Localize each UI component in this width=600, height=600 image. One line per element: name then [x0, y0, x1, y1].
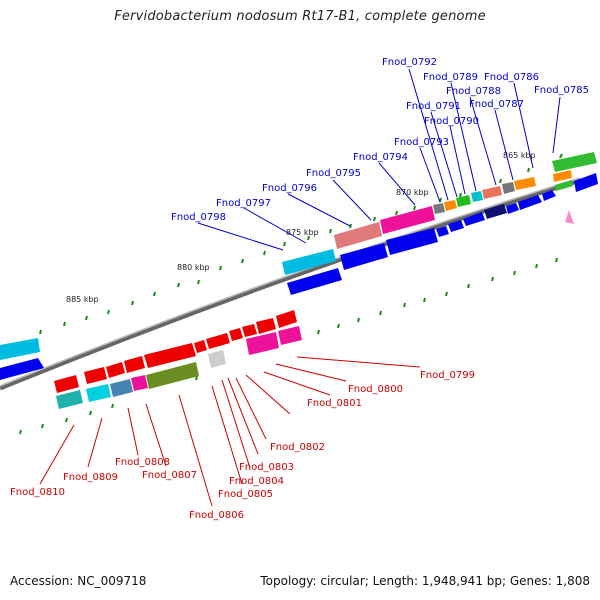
gene-block-steelblue[interactable] — [110, 379, 133, 397]
gene-label-0790[interactable]: Fnod_0790 — [424, 116, 479, 127]
gene-label-0785[interactable]: Fnod_0785 — [534, 85, 589, 96]
gene-block-orange3[interactable] — [444, 200, 457, 211]
gene-block-cyan-left[interactable] — [0, 338, 40, 360]
gene-arrow-blue-1[interactable] — [574, 173, 598, 192]
lower-strand-bottom-row — [56, 326, 302, 409]
gene-label-0801[interactable]: Fnod_0801 — [307, 398, 362, 409]
gene-arrow-red-4[interactable] — [229, 328, 243, 341]
gene-label-0802[interactable]: Fnod_0802 — [270, 442, 325, 453]
gene-arrow-blue-7[interactable] — [436, 226, 449, 237]
upper-strand-top-row — [282, 152, 597, 275]
gene-label-0805[interactable]: Fnod_0805 — [218, 489, 273, 500]
scale-label-875: 875 kbp — [286, 228, 319, 237]
gene-block-navy[interactable] — [484, 204, 507, 219]
gene-block-magenta3[interactable] — [246, 332, 279, 355]
gene-arrow-red-10[interactable] — [84, 367, 107, 384]
gene-label-0798[interactable]: Fnod_0798 — [171, 212, 226, 223]
gene-label-0792[interactable]: Fnod_0792 — [382, 57, 437, 68]
gene-label-0800[interactable]: Fnod_0800 — [348, 384, 403, 395]
lower-leader-lines — [39, 356, 421, 507]
gene-label-0808[interactable]: Fnod_0808 — [115, 457, 170, 468]
gene-block-gray[interactable] — [502, 182, 515, 194]
gene-label-0806[interactable]: Fnod_0806 — [189, 510, 244, 521]
gene-label-0793[interactable]: Fnod_0793 — [394, 137, 449, 148]
gene-block-cyan2[interactable] — [282, 249, 336, 275]
gene-arrow-blue-5[interactable] — [463, 212, 485, 226]
gene-label-0786[interactable]: Fnod_0786 — [484, 72, 539, 83]
inner-tick-row — [19, 257, 558, 435]
gene-arrow-blue-left[interactable] — [0, 358, 44, 380]
gene-arrow-blue-6[interactable] — [448, 220, 464, 232]
gene-arrow-red-7[interactable] — [144, 343, 196, 368]
gene-block-magenta4[interactable] — [131, 375, 148, 391]
scale-label-880: 880 kbp — [177, 263, 210, 272]
gene-block-white[interactable] — [208, 350, 226, 368]
upper-gene-labels: Fnod_0785 Fnod_0786 Fnod_0787 Fnod_0788 … — [171, 57, 589, 223]
scale-label-865: 865 kbp — [503, 151, 536, 160]
gene-label-0804[interactable]: Fnod_0804 — [229, 476, 284, 487]
gene-arrow-red-9[interactable] — [106, 362, 125, 378]
scale-label-885: 885 kbp — [66, 295, 99, 304]
gene-arrow-blue-9[interactable] — [340, 243, 388, 270]
accession-text: Accession: NC_009718 — [10, 574, 147, 588]
gene-arrow-blue-3[interactable] — [518, 195, 542, 210]
gene-label-0797[interactable]: Fnod_0797 — [216, 198, 271, 209]
outer-tick-row — [39, 153, 563, 335]
gene-label-0794[interactable]: Fnod_0794 — [353, 152, 408, 163]
gene-block-cyan3[interactable] — [86, 384, 111, 402]
gene-label-0799[interactable]: Fnod_0799 — [420, 370, 475, 381]
gene-label-0796[interactable]: Fnod_0796 — [262, 183, 317, 194]
gene-arrow-blue-8[interactable] — [386, 228, 438, 255]
gene-block-cyan[interactable] — [471, 191, 483, 202]
gene-arrow-blue-4[interactable] — [506, 203, 519, 214]
gene-arrow-red-3[interactable] — [242, 324, 257, 337]
gene-block-magenta[interactable] — [380, 206, 435, 234]
gene-arrow-red-2[interactable] — [256, 318, 276, 334]
upper-strand-bottom-row — [287, 173, 598, 295]
gene-block-orange[interactable] — [553, 170, 572, 182]
gene-block-salmon2[interactable] — [334, 222, 382, 249]
gene-arrow-red-1[interactable] — [276, 310, 297, 328]
gene-block-salmon[interactable] — [482, 186, 502, 199]
gene-block-teal[interactable] — [56, 390, 83, 409]
gene-arrow-red-11[interactable] — [54, 375, 79, 393]
gene-label-0810[interactable]: Fnod_0810 — [10, 487, 65, 498]
gene-label-0789[interactable]: Fnod_0789 — [423, 72, 478, 83]
gene-label-0803[interactable]: Fnod_0803 — [239, 462, 294, 473]
gene-label-0788[interactable]: Fnod_0788 — [446, 86, 501, 97]
gene-arrow-blue-10[interactable] — [287, 268, 342, 295]
genome-summary-text: Topology: circular; Length: 1,948,941 bp… — [260, 574, 590, 588]
position-marker — [565, 210, 574, 224]
gene-arrow-red-5[interactable] — [206, 333, 230, 349]
map-title: Fervidobacterium nodosum Rt17-B1, comple… — [114, 9, 486, 24]
lower-gene-labels: Fnod_0799 Fnod_0800 Fnod_0801 Fnod_0802 … — [10, 370, 475, 521]
scale-label-870: 870 kbp — [396, 188, 429, 197]
gene-label-0795[interactable]: Fnod_0795 — [306, 168, 361, 179]
gene-label-0791[interactable]: Fnod_0791 — [406, 101, 461, 112]
gene-block-green[interactable] — [552, 152, 597, 172]
upper-leader-lines — [197, 68, 561, 251]
gene-label-0807[interactable]: Fnod_0807 — [142, 470, 197, 481]
gene-block-magenta2[interactable] — [278, 326, 302, 345]
gene-block-green2[interactable] — [456, 195, 471, 207]
gene-block-gray2[interactable] — [433, 203, 445, 214]
gene-block-orange2[interactable] — [514, 177, 536, 190]
gene-arrow-red-8[interactable] — [124, 356, 145, 373]
gene-label-0787[interactable]: Fnod_0787 — [469, 99, 524, 110]
gene-arrow-red-6[interactable] — [194, 340, 207, 353]
gene-block-green3[interactable] — [555, 180, 573, 191]
gene-block-olive[interactable] — [146, 362, 199, 389]
gene-arrow-blue-2[interactable] — [542, 190, 556, 201]
lower-strand-top-row — [54, 310, 297, 393]
gene-label-0809[interactable]: Fnod_0809 — [63, 472, 118, 483]
